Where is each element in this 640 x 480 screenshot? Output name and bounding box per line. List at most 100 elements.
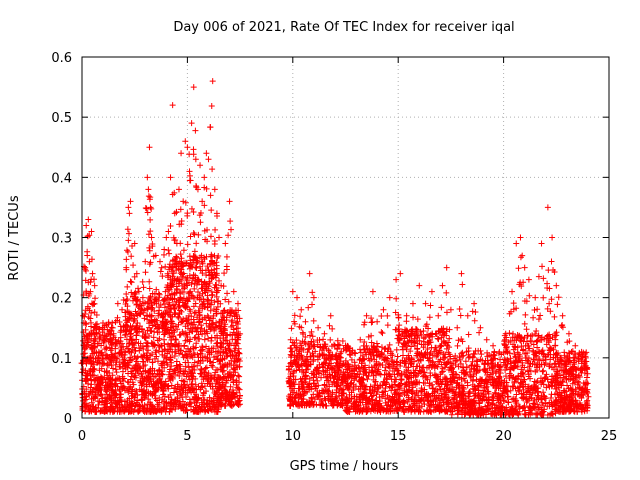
data-point bbox=[305, 304, 312, 311]
data-point bbox=[191, 285, 198, 292]
data-point bbox=[329, 325, 336, 332]
data-point bbox=[87, 366, 94, 373]
data-point bbox=[190, 84, 197, 91]
data-point bbox=[208, 102, 215, 109]
data-point bbox=[172, 366, 179, 373]
data-point bbox=[184, 241, 191, 248]
data-point bbox=[146, 278, 153, 285]
data-point bbox=[184, 381, 191, 388]
data-point bbox=[209, 363, 216, 370]
data-point bbox=[195, 358, 202, 365]
data-point bbox=[166, 250, 173, 257]
data-point bbox=[109, 408, 116, 415]
data-point bbox=[86, 392, 93, 399]
data-point bbox=[208, 376, 215, 383]
data-point bbox=[208, 374, 215, 381]
data-point bbox=[179, 289, 186, 296]
data-point bbox=[191, 334, 198, 341]
data-point bbox=[169, 406, 176, 413]
data-point bbox=[199, 383, 206, 390]
data-point bbox=[156, 366, 163, 373]
data-point bbox=[101, 322, 108, 329]
data-point bbox=[191, 248, 198, 255]
data-point bbox=[209, 315, 216, 322]
data-point bbox=[188, 120, 195, 127]
data-point bbox=[192, 127, 199, 134]
data-point bbox=[155, 407, 162, 414]
data-point bbox=[146, 333, 153, 340]
data-point bbox=[219, 389, 226, 396]
data-point bbox=[192, 264, 199, 271]
data-point bbox=[133, 388, 140, 395]
data-point bbox=[178, 377, 185, 384]
data-point bbox=[184, 389, 191, 396]
data-point bbox=[97, 331, 104, 338]
data-point bbox=[226, 198, 233, 205]
data-point bbox=[129, 356, 136, 363]
data-point bbox=[128, 289, 135, 296]
data-point bbox=[82, 408, 89, 415]
data-point bbox=[176, 350, 183, 357]
data-point bbox=[170, 370, 177, 377]
data-point bbox=[190, 373, 197, 380]
data-point bbox=[182, 368, 189, 375]
data-point bbox=[180, 385, 187, 392]
data-point bbox=[211, 306, 218, 313]
data-point bbox=[207, 358, 214, 365]
data-point bbox=[190, 295, 197, 302]
data-point bbox=[189, 354, 196, 361]
data-point bbox=[83, 321, 90, 328]
data-point bbox=[233, 325, 240, 332]
data-point bbox=[195, 395, 202, 402]
data-point bbox=[223, 253, 230, 260]
data-point bbox=[216, 379, 223, 386]
data-point bbox=[191, 366, 198, 373]
data-point bbox=[123, 247, 130, 254]
data-point bbox=[190, 343, 197, 350]
data-point bbox=[179, 273, 186, 280]
data-point bbox=[193, 240, 200, 247]
data-point bbox=[177, 363, 184, 370]
data-point bbox=[169, 102, 176, 109]
data-point bbox=[127, 383, 134, 390]
data-point bbox=[178, 255, 185, 262]
data-point bbox=[203, 150, 210, 157]
data-point bbox=[289, 288, 296, 295]
data-point bbox=[232, 369, 239, 376]
data-point bbox=[191, 310, 198, 317]
data-point bbox=[107, 359, 114, 366]
data-point bbox=[113, 369, 120, 376]
data-point bbox=[139, 404, 146, 411]
data-point bbox=[298, 342, 305, 349]
data-point bbox=[129, 403, 136, 410]
data-point bbox=[146, 144, 153, 151]
data-point bbox=[306, 270, 313, 277]
data-point bbox=[161, 246, 168, 253]
data-point bbox=[119, 306, 126, 313]
data-point bbox=[197, 370, 204, 377]
data-point bbox=[180, 367, 187, 374]
data-point bbox=[201, 174, 208, 181]
data-point bbox=[124, 226, 131, 233]
data-point bbox=[184, 298, 191, 305]
data-point bbox=[130, 365, 137, 372]
data-point bbox=[172, 323, 179, 330]
data-point bbox=[197, 371, 204, 378]
data-point bbox=[133, 297, 140, 304]
data-point bbox=[133, 332, 140, 339]
data-point bbox=[119, 373, 126, 380]
data-point bbox=[128, 279, 135, 286]
data-point bbox=[208, 275, 215, 282]
data-point bbox=[167, 334, 174, 341]
data-point bbox=[206, 280, 213, 287]
data-point bbox=[234, 300, 241, 307]
data-point bbox=[177, 398, 184, 405]
data-point bbox=[156, 304, 163, 311]
data-point bbox=[139, 396, 146, 403]
data-point bbox=[174, 369, 181, 376]
data-point bbox=[183, 373, 190, 380]
data-point bbox=[132, 402, 139, 409]
data-point bbox=[221, 270, 228, 277]
data-point bbox=[207, 380, 214, 387]
data-point bbox=[166, 368, 173, 375]
